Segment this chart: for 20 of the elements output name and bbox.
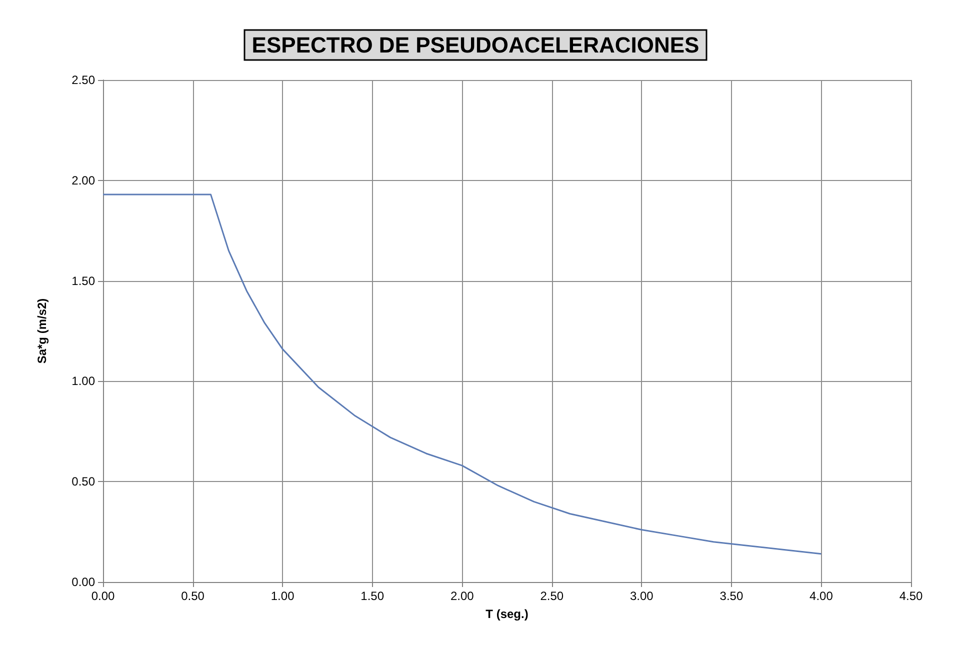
y-tick-label: 2.00	[72, 173, 96, 188]
y-tick-label: 1.50	[72, 274, 96, 288]
y-tick-label: 1.00	[72, 374, 96, 388]
chart-title: ESPECTRO DE PSEUDOACELERACIONES	[252, 32, 700, 58]
y-axis-title: Sa*g (m/s2)	[35, 298, 49, 364]
x-tick-label: 3.50	[720, 589, 744, 603]
x-tick-label: 4.50	[899, 589, 923, 603]
y-tick-label: 0.00	[72, 575, 96, 589]
x-tick-label: 0.50	[181, 589, 205, 603]
x-tick-label: 3.00	[630, 589, 654, 603]
x-tick-label: 2.50	[540, 589, 564, 603]
x-tick-label: 4.00	[810, 589, 834, 603]
x-axis-title: T (seg.)	[486, 607, 528, 621]
x-tick-label: 1.50	[360, 589, 384, 603]
x-tick-label: 0.00	[91, 589, 115, 603]
x-tick-label: 2.00	[450, 589, 474, 603]
y-tick-label: 0.50	[72, 474, 96, 489]
y-tick-label: 2.50	[72, 73, 96, 87]
line-series	[102, 194, 822, 555]
x-tick-label: 1.00	[270, 589, 295, 603]
